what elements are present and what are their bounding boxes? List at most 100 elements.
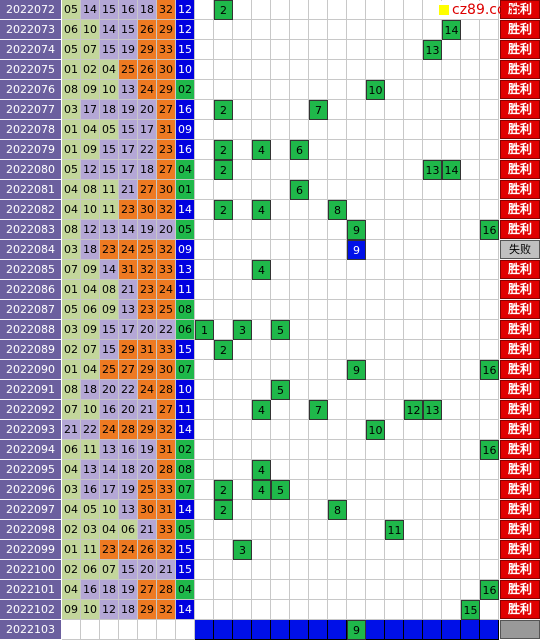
red-ball: 11 xyxy=(100,200,119,220)
cell xyxy=(480,520,499,540)
cell xyxy=(442,280,461,300)
red-ball: 04 xyxy=(100,60,119,80)
cell xyxy=(404,420,423,440)
issue: 2022095 xyxy=(0,460,62,480)
cell xyxy=(366,400,385,420)
cell xyxy=(233,120,252,140)
cell xyxy=(252,520,271,540)
cell xyxy=(404,340,423,360)
cell xyxy=(366,580,385,600)
issue: 2022087 xyxy=(0,300,62,320)
cell xyxy=(385,100,404,120)
result: 胜利 xyxy=(500,580,540,599)
result: 胜利 xyxy=(500,180,540,199)
result: 胜利 xyxy=(500,560,540,579)
cell xyxy=(271,460,290,480)
cell xyxy=(309,40,328,60)
cell xyxy=(404,580,423,600)
cell xyxy=(233,40,252,60)
cell xyxy=(385,400,404,420)
mark: 2 xyxy=(214,100,233,120)
cell xyxy=(309,340,328,360)
red-ball: 18 xyxy=(138,0,157,20)
red-ball: 03 xyxy=(62,320,81,340)
cell xyxy=(423,100,442,120)
mark: 5 xyxy=(271,320,290,340)
cell xyxy=(271,200,290,220)
red-ball: 21 xyxy=(138,520,157,540)
cell xyxy=(233,200,252,220)
cell xyxy=(328,120,347,140)
blue-ball: 14 xyxy=(176,600,195,620)
cell xyxy=(271,540,290,560)
blue-ball: 05 xyxy=(176,520,195,540)
red-ball: 15 xyxy=(100,320,119,340)
cell xyxy=(385,120,404,140)
cell xyxy=(442,480,461,500)
result: 胜利 xyxy=(500,460,540,479)
cell xyxy=(461,580,480,600)
red-ball: 10 xyxy=(100,500,119,520)
cell xyxy=(271,280,290,300)
cell xyxy=(290,100,309,120)
cell xyxy=(290,80,309,100)
cell xyxy=(347,300,366,320)
cell xyxy=(214,180,233,200)
red-ball: 32 xyxy=(157,200,176,220)
red-ball: 18 xyxy=(119,600,138,620)
cell xyxy=(214,220,233,240)
cell xyxy=(233,280,252,300)
cell xyxy=(271,360,290,380)
cell xyxy=(347,80,366,100)
cell xyxy=(347,400,366,420)
cell xyxy=(385,80,404,100)
cell xyxy=(195,60,214,80)
red-ball: 23 xyxy=(100,240,119,260)
red-ball: 31 xyxy=(157,440,176,460)
cell xyxy=(233,480,252,500)
cell xyxy=(271,500,290,520)
cell xyxy=(290,300,309,320)
cell xyxy=(290,500,309,520)
result: 胜利 xyxy=(500,80,540,99)
cell xyxy=(290,360,309,380)
cell xyxy=(366,320,385,340)
mark: 6 xyxy=(290,140,309,160)
mark: 2 xyxy=(214,160,233,180)
cell xyxy=(195,100,214,120)
red-ball: 06 xyxy=(81,300,100,320)
cell xyxy=(423,300,442,320)
cell xyxy=(195,400,214,420)
cell xyxy=(385,460,404,480)
red-ball: 30 xyxy=(157,60,176,80)
red-ball: 30 xyxy=(138,500,157,520)
cell xyxy=(252,300,271,320)
cell xyxy=(366,20,385,40)
red-ball: 29 xyxy=(138,40,157,60)
mark: 8 xyxy=(328,200,347,220)
cell xyxy=(290,580,309,600)
cell xyxy=(309,520,328,540)
cell xyxy=(366,100,385,120)
cell xyxy=(290,120,309,140)
cell xyxy=(309,80,328,100)
cell xyxy=(404,600,423,620)
cell xyxy=(442,300,461,320)
result: 胜利 xyxy=(500,480,540,499)
cell xyxy=(252,100,271,120)
issue: 2022084 xyxy=(0,240,62,260)
cell xyxy=(328,480,347,500)
red-ball: 15 xyxy=(119,120,138,140)
blue-ball: 14 xyxy=(176,200,195,220)
red-ball: 15 xyxy=(100,340,119,360)
result: 胜利 xyxy=(500,320,540,339)
cell xyxy=(347,320,366,340)
cell xyxy=(195,0,214,20)
cell xyxy=(328,80,347,100)
cell xyxy=(233,240,252,260)
issue: 2022097 xyxy=(0,500,62,520)
red-ball: 07 xyxy=(62,260,81,280)
red-ball: 29 xyxy=(138,360,157,380)
cell xyxy=(252,420,271,440)
cell xyxy=(385,540,404,560)
